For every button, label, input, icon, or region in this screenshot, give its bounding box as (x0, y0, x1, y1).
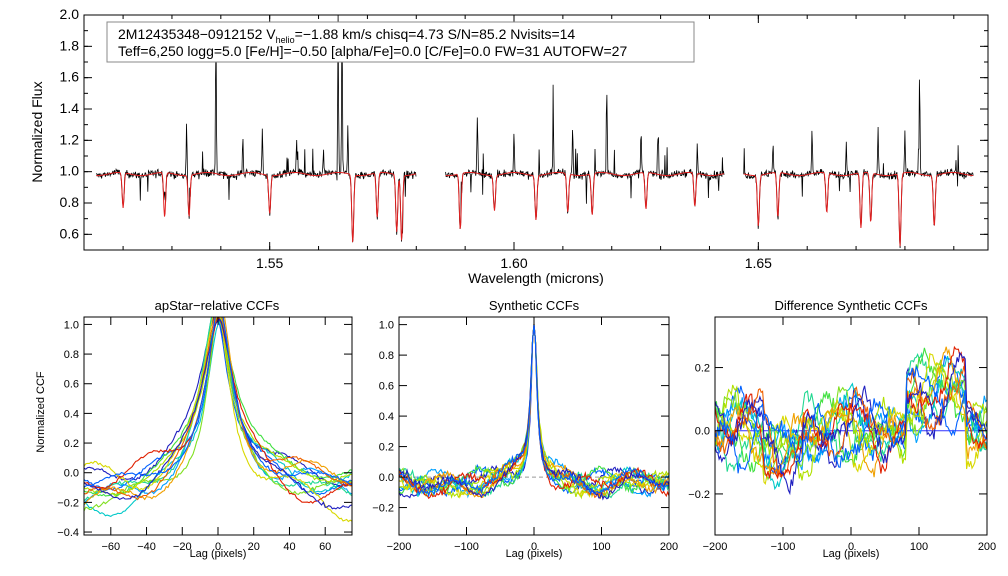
apstar-ccf-xtick-label: 40 (283, 541, 295, 553)
info-star-id: 2M12435348−0912152 V (118, 26, 276, 42)
spectrum-ytick-label: 0.8 (60, 194, 80, 210)
info-box: 2M12435348−0912152 Vhelio=−1.88 km/s chi… (106, 21, 695, 63)
apstar-ccf-xtick-label: 20 (248, 541, 260, 553)
difference-ccf-xtick-label: −200 (703, 541, 728, 553)
synthetic-ccf-xtick-label: 200 (660, 541, 678, 553)
apstar-ccf-xtick-label: −40 (137, 541, 156, 553)
apstar-ccf-panel: apStar−relative CCFs −60 −40 −20 0 20 40 60 −0.… (35, 298, 353, 560)
apstar-ccf-series-3 (84, 317, 352, 505)
apstar-ccf-ytick-label: 1.0 (64, 319, 79, 331)
synthetic-ccf-panel: Synthetic CCFs −200 −100 0 100 200 −0.2 0.0 0.2… (372, 298, 678, 560)
synthetic-ccf-title: Synthetic CCFs (489, 298, 580, 313)
synthetic-ccf-xtick-label: 100 (592, 541, 610, 553)
observed-spectrum-chip-3 (743, 79, 974, 249)
apstar-ccf-xtick-label: 60 (319, 541, 331, 553)
apstar-ccf-series-9 (84, 317, 352, 523)
spectrum-ytick-label: 1.0 (60, 163, 80, 179)
synthetic-ccf-ytick-label: 0.2 (379, 442, 394, 454)
spectrum-ticks: 1.55 1.60 1.65 0.6 0.8 1.0 1.2 1.4 1.6 1.8 2.0 (60, 6, 988, 271)
spectrum-ytick-label: 2.0 (60, 6, 80, 22)
difference-ccf-xtick-label: −100 (771, 541, 796, 553)
difference-ccf-panel: Difference Synthetic CCFs −200 −100 0 100 20… (688, 298, 996, 560)
info-line-2: Teff=6,250 logg=5.0 [Fe/H]=−0.50 [alpha/… (118, 43, 627, 59)
synthetic-ccf-xtick-label: −100 (454, 541, 479, 553)
synthetic-ccf-ticks: −200 −100 0 100 200 −0.2 0.0 0.2 0.4 0.6 0.8 1.0 (372, 317, 678, 553)
difference-ccf-title: Difference Synthetic CCFs (775, 298, 928, 313)
apstar-ccf-series (84, 317, 352, 523)
apstar-ccf-title: apStar−relative CCFs (155, 298, 280, 313)
difference-ccf-xtick-label: 0 (848, 541, 854, 553)
apstar-ccf-xlabel: Lag (pixels) (190, 548, 247, 560)
synthetic-ccf-xlabel: Lag (pixels) (506, 548, 563, 560)
spectrum-ytick-label: 1.4 (60, 100, 80, 116)
model-spectrum-chip-3 (743, 172, 974, 247)
synthetic-ccf-ytick-label: 0.4 (379, 411, 394, 423)
apstar-ccf-xtick-label: −20 (173, 541, 192, 553)
synthetic-ccf-xtick-label: −200 (387, 541, 412, 553)
apstar-ccf-ticks: −60 −40 −20 0 20 40 60 −0.4 −0.2 0.0 0.2 0.4 0.6 0.8 1… (57, 317, 352, 553)
model-spectrum-chip-2 (445, 172, 725, 229)
apstar-ccf-ytick-label: 0.6 (64, 379, 79, 391)
difference-ccf-ytick-label: −0.2 (688, 489, 710, 501)
spectrum-data (96, 15, 974, 249)
difference-ccf-series-14 (715, 366, 987, 474)
apstar-ccf-series-12 (84, 317, 352, 504)
apstar-ccf-xtick-label: 0 (215, 541, 221, 553)
difference-ccf-ytick-label: 0.0 (695, 426, 710, 438)
difference-ccf-ticks: −200 −100 0 100 200 −0.2 0.0 0.2 (688, 317, 996, 553)
apstar-ccf-series-5 (84, 317, 352, 502)
difference-ccf-series-13 (715, 351, 987, 496)
apstar-ccf-ytick-label: 0.2 (64, 438, 79, 450)
difference-ccf-xtick-label: 200 (978, 541, 996, 553)
apstar-ccf-ytick-label: 0.4 (64, 408, 79, 420)
synthetic-ccf-ytick-label: 0.8 (379, 350, 394, 362)
apstar-ccf-ytick-label: −0.2 (57, 497, 79, 509)
apstar-ccf-series-7 (84, 317, 352, 512)
apstar-ccf-series-6 (84, 317, 352, 497)
apstar-ccf-ytick-label: 0.0 (64, 468, 79, 480)
spectrum-ytick-label: 1.6 (60, 69, 80, 85)
apstar-ccf-series-11 (84, 317, 352, 501)
difference-ccf-series-12 (715, 345, 987, 480)
spectrum-ytick-label: 1.8 (60, 37, 80, 53)
difference-ccf-series-10 (715, 346, 987, 478)
synthetic-ccf-xtick-label: 0 (531, 541, 537, 553)
difference-ccf-xlabel: Lag (pixels) (823, 548, 880, 560)
spectrum-ytick-label: 1.2 (60, 131, 80, 147)
difference-ccf-series (715, 345, 987, 496)
model-spectrum-chip-1 (96, 171, 417, 243)
apstar-ccf-xtick-label: −60 (101, 541, 120, 553)
difference-ccf-xtick-label: 100 (910, 541, 928, 553)
observed-spectrum-chip-1 (96, 15, 417, 243)
synthetic-ccf-ytick-label: 0.6 (379, 381, 394, 393)
synthetic-ccf-series-14 (399, 324, 669, 498)
info-vhelio-subscript: helio (276, 35, 295, 45)
apstar-ccf-ylabel: Normalized CCF (35, 371, 47, 453)
spectrum-xtick-label: 1.55 (256, 255, 283, 271)
spectrum-ylabel: Normalized Flux (29, 81, 45, 182)
spectrum-xlabel: Wavelength (microns) (468, 270, 604, 286)
apstar-ccf-series-13 (84, 318, 352, 510)
apstar-ccf-ytick-label: 0.8 (64, 349, 79, 361)
difference-ccf-ytick-label: 0.2 (695, 363, 710, 375)
apstar-ccf-ytick-label: −0.4 (57, 527, 79, 539)
synthetic-ccf-ytick-label: 1.0 (379, 320, 394, 332)
info-line-1: 2M12435348−0912152 Vhelio=−1.88 km/s chi… (118, 26, 575, 45)
info-vhelio-values: =−1.88 km/s chisq=4.73 S/N=85.2 Nvisits=… (295, 26, 576, 42)
spectrum-axes-frame (83, 14, 989, 251)
spectrum-xtick-label: 1.60 (500, 255, 527, 271)
info-box-frame (106, 21, 695, 63)
synthetic-ccf-axes-frame (398, 316, 670, 536)
spectrum-panel: 1.55 1.60 1.65 0.6 0.8 1.0 1.2 1.4 1.6 1.8 2.0 Wav… (29, 6, 989, 286)
apstar-ccf-series-4 (84, 320, 352, 518)
spectrum-xtick-label: 1.65 (745, 255, 772, 271)
synthetic-ccf-ytick-label: −0.2 (372, 503, 394, 515)
spectrum-ytick-label: 0.6 (60, 225, 80, 241)
observed-spectrum-chip-2 (445, 84, 725, 230)
synthetic-ccf-series (399, 324, 669, 501)
synthetic-ccf-ytick-label: 0.0 (379, 472, 394, 484)
apstar-ccf-series-14 (84, 317, 352, 488)
